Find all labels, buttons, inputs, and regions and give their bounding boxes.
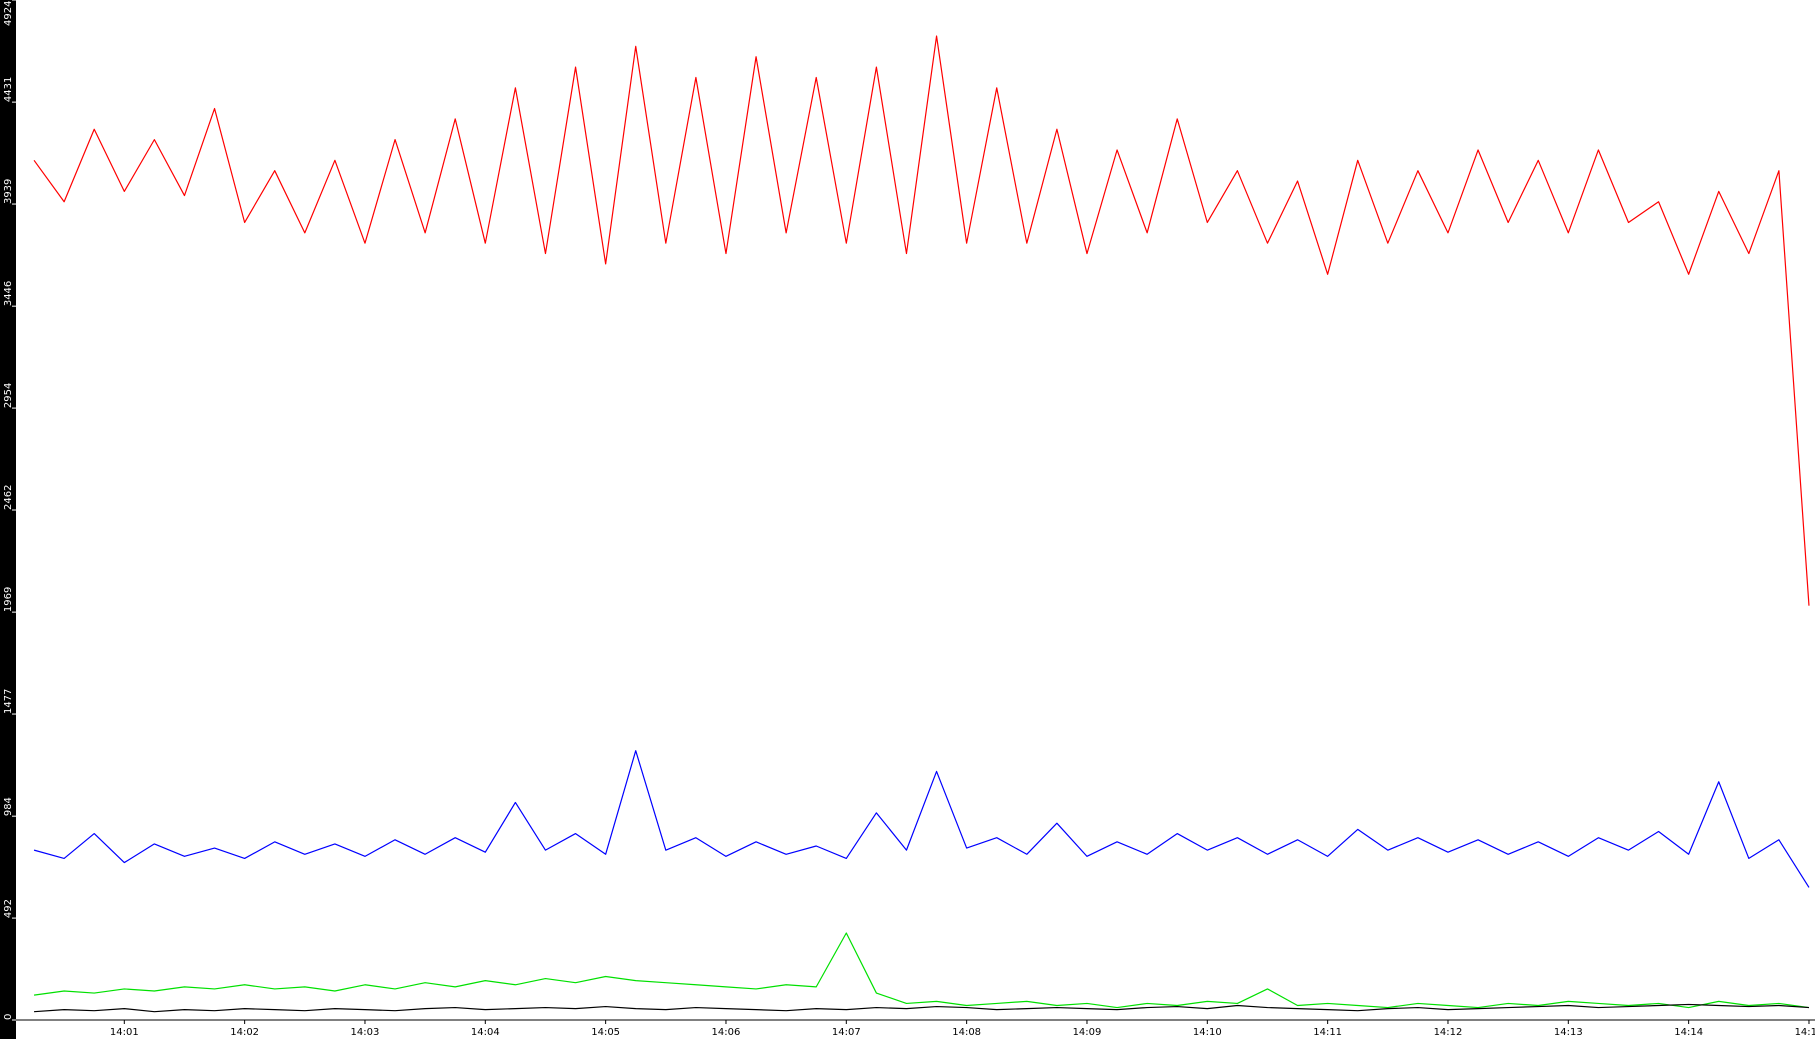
x-tick-label: 14:09: [1073, 1027, 1102, 1038]
y-tick-label: 984: [3, 797, 14, 816]
y-tick-label: 4924: [3, 1, 14, 26]
x-tick-label: 14:10: [1193, 1027, 1222, 1038]
y-tick-label: 2954: [3, 383, 14, 408]
y-tick-label: 2462: [3, 485, 14, 510]
y-tick-label: 4431: [3, 77, 14, 102]
x-tick-label: 14:07: [832, 1027, 861, 1038]
series-line: [34, 1003, 1810, 1013]
x-tick-label: 14:15: [1795, 1027, 1815, 1038]
x-tick-label: 14:05: [591, 1027, 620, 1038]
series-line: [33, 932, 1810, 1009]
x-tick-label: 14:06: [712, 1027, 741, 1038]
x-tick-label: 14:03: [351, 1027, 380, 1038]
y-tick-label: 3446: [3, 281, 14, 306]
y-axis-strip: [0, 0, 16, 1039]
y-tick-label: 0: [3, 1014, 14, 1020]
series-line: [33, 750, 1810, 888]
y-tick-label: 492: [3, 899, 14, 918]
y-tick-label: 1969: [3, 587, 14, 612]
x-tick-label: 14:04: [471, 1027, 500, 1038]
x-tick-label: 14:02: [230, 1027, 259, 1038]
x-tick-label: 14:12: [1434, 1027, 1463, 1038]
y-tick-label: 1477: [3, 689, 14, 714]
y-tick-label: 3939: [3, 179, 14, 204]
series-line: [33, 35, 1810, 606]
x-tick-label: 14:11: [1313, 1027, 1342, 1038]
x-tick-label: 14:08: [952, 1027, 981, 1038]
x-tick-label: 14:14: [1674, 1027, 1703, 1038]
x-tick-label: 14:01: [110, 1027, 139, 1038]
x-tick-label: 14:13: [1554, 1027, 1583, 1038]
